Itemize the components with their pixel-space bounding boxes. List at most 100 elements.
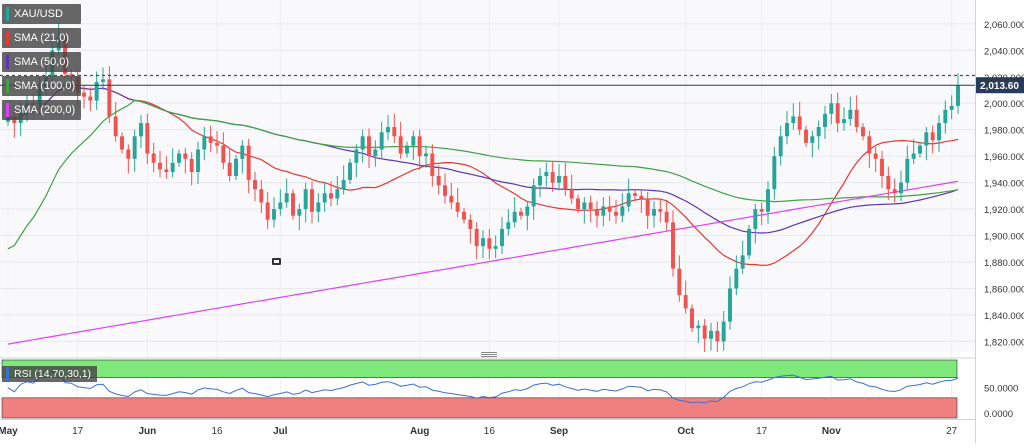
candle [892,189,897,194]
candle [189,158,194,173]
candle [728,288,732,322]
candle [538,176,542,186]
candle [170,162,175,173]
candle [177,153,181,163]
x-tick-label: Aug [410,426,429,437]
candle [82,92,86,97]
legend-item-sma21[interactable]: SMA (21,0) [2,28,82,48]
candle [690,308,694,329]
candle [778,136,783,157]
candle [455,202,460,212]
x-tick-label: 17 [72,426,84,437]
candle [430,153,435,176]
candle [557,176,561,183]
candle [899,182,903,194]
candle [626,193,631,207]
candle [37,87,42,106]
candle [544,172,549,176]
candle [303,189,308,210]
candle [563,176,568,190]
candle [468,219,473,229]
candle [158,162,162,170]
candle [829,103,834,114]
x-tick-label: 27 [946,426,958,437]
y-tick-label: 2,000.000 [984,99,1024,110]
candle [791,116,796,124]
pane-resize-handle[interactable] [481,352,497,358]
event-marker-icon[interactable] [272,258,281,265]
candle [215,142,219,146]
candle [867,136,872,154]
candle [398,136,403,154]
candle [848,109,853,120]
candle [861,127,865,137]
candle [94,82,99,101]
candle [322,193,327,203]
candle [658,209,663,212]
candle [519,211,523,216]
candle [500,228,504,247]
sma200-line [7,180,959,345]
x-tick-label: 16 [484,426,496,437]
candle [411,136,416,146]
candle [873,153,878,159]
rsi-overbought-zone [1,359,958,378]
candle [550,172,555,183]
candle [487,238,492,249]
legend-item-xauusd[interactable]: XAU/USD [2,4,82,24]
candle [930,132,935,141]
candle [405,145,409,154]
legend-label: XAU/USD [14,8,63,20]
candle [924,132,929,146]
candle [886,176,891,190]
candle [246,145,251,180]
sma100-line [7,99,959,250]
candle [379,132,384,150]
candle [772,156,777,190]
candle [582,202,587,210]
candle [253,179,257,190]
candle [196,149,200,173]
candle [683,295,688,309]
y-tick-label: 1,820.000 [984,337,1024,348]
candle [785,123,789,137]
legend-item-sma100[interactable]: SMA (100,0) [2,76,82,96]
candle [481,238,485,247]
candle [443,185,447,196]
legend-item-sma50[interactable]: SMA (50,0) [2,52,82,72]
x-tick-label: 16 [211,426,223,437]
legend-swatch [6,55,9,69]
candle [645,198,650,216]
candle [208,136,213,143]
legend-item-sma200[interactable]: SMA (200,0) [2,100,82,120]
candle [240,145,245,159]
candle [823,113,827,128]
candle [101,79,105,83]
candle [601,206,606,216]
candle [88,96,93,101]
candle [120,136,124,150]
legend-swatch [6,7,9,21]
candle [607,206,612,212]
candle [740,255,745,269]
candle [183,153,188,159]
candle [386,127,390,133]
candle [145,123,150,154]
x-tick-label: Oct [677,426,694,437]
candle [354,149,359,163]
candle [132,136,137,159]
legend-swatch [6,103,9,117]
rsi-legend[interactable]: RSI (14,70,30,1) [2,366,98,382]
candle [671,222,675,269]
rsi-label: RSI (14,70,30,1) [14,368,92,380]
candle [956,85,960,106]
candle [633,193,637,196]
candle [949,105,954,110]
legend-swatch [6,367,9,381]
candle [392,127,397,137]
candle [164,169,169,173]
candle [652,209,656,216]
candle [715,330,720,342]
candle [506,222,511,229]
